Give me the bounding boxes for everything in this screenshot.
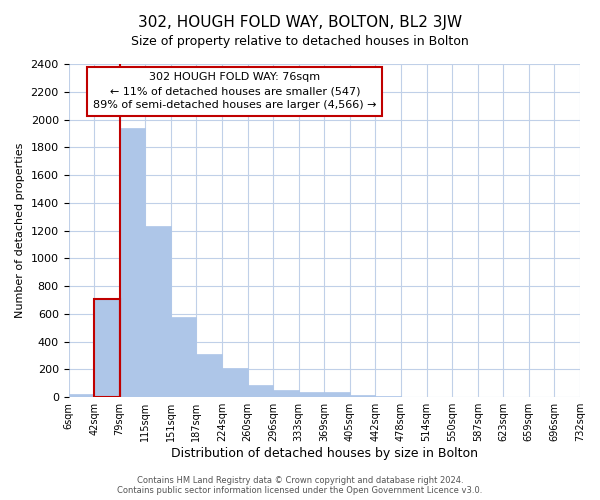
Bar	[171, 316, 196, 397]
Bar	[94, 298, 119, 397]
Bar	[324, 392, 350, 397]
Bar	[119, 128, 145, 397]
Bar	[68, 394, 94, 397]
Bar	[196, 354, 222, 397]
X-axis label: Distribution of detached houses by size in Bolton: Distribution of detached houses by size …	[171, 447, 478, 460]
Bar	[248, 384, 273, 397]
Bar	[273, 390, 299, 397]
Text: Contains HM Land Registry data © Crown copyright and database right 2024.
Contai: Contains HM Land Registry data © Crown c…	[118, 476, 482, 495]
Bar	[145, 226, 171, 397]
Bar	[299, 392, 324, 397]
Bar	[401, 396, 427, 397]
Text: 302, HOUGH FOLD WAY, BOLTON, BL2 3JW: 302, HOUGH FOLD WAY, BOLTON, BL2 3JW	[138, 15, 462, 30]
Y-axis label: Number of detached properties: Number of detached properties	[15, 143, 25, 318]
Text: 302 HOUGH FOLD WAY: 76sqm
← 11% of detached houses are smaller (547)
89% of semi: 302 HOUGH FOLD WAY: 76sqm ← 11% of detac…	[93, 72, 377, 110]
Bar	[376, 396, 401, 397]
Bar	[222, 368, 248, 397]
Bar	[350, 395, 376, 397]
Text: Size of property relative to detached houses in Bolton: Size of property relative to detached ho…	[131, 35, 469, 48]
